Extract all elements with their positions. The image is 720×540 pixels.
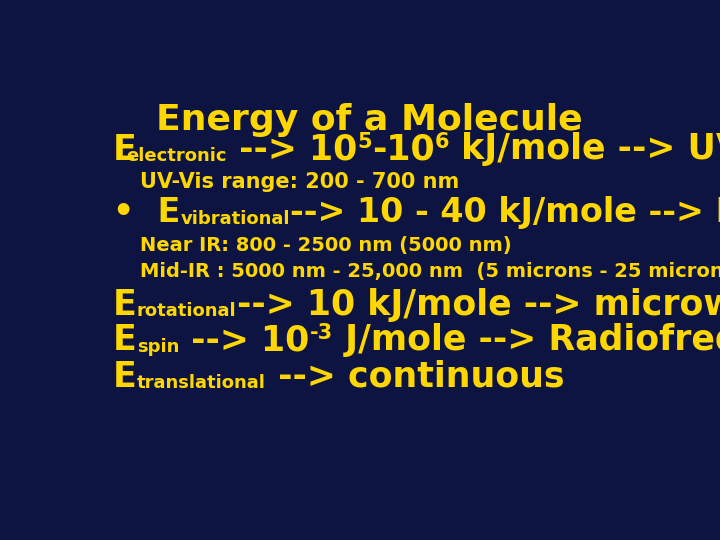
Text: -10: -10 <box>372 132 434 166</box>
Text: vibrational: vibrational <box>181 210 290 228</box>
Text: Near IR: 800 - 2500 nm (5000 nm): Near IR: 800 - 2500 nm (5000 nm) <box>140 237 512 255</box>
Text: E: E <box>113 132 137 166</box>
Text: E: E <box>113 288 137 322</box>
Text: kJ/mole --> UV-Vis: kJ/mole --> UV-Vis <box>449 132 720 166</box>
Text: spin: spin <box>137 338 179 356</box>
Text: --> 10: --> 10 <box>227 132 357 166</box>
Text: J/mole --> Radiofrequency: J/mole --> Radiofrequency <box>333 323 720 357</box>
Text: rotational: rotational <box>137 302 237 320</box>
Text: E: E <box>113 323 137 357</box>
Text: --> 10 kJ/mole --> microwaves: --> 10 kJ/mole --> microwaves <box>237 288 720 322</box>
Text: •  E: • E <box>113 196 181 229</box>
Text: 5: 5 <box>357 132 372 152</box>
Text: --> 10: --> 10 <box>179 323 310 357</box>
Text: --> 10 - 40 kJ/mole --> IR: --> 10 - 40 kJ/mole --> IR <box>290 196 720 229</box>
Text: electronic: electronic <box>127 147 227 165</box>
Text: --> continuous: --> continuous <box>266 360 564 394</box>
Text: -3: -3 <box>310 323 333 343</box>
Text: Mid-IR : 5000 nm - 25,000 nm  (5 microns - 25 microns): Mid-IR : 5000 nm - 25,000 nm (5 microns … <box>140 262 720 281</box>
Text: 6: 6 <box>434 132 449 152</box>
Text: translational: translational <box>137 374 266 392</box>
Text: Energy of a Molecule: Energy of a Molecule <box>156 103 582 137</box>
Text: UV-Vis range: 200 - 700 nm: UV-Vis range: 200 - 700 nm <box>140 172 459 192</box>
Text: E: E <box>113 360 137 394</box>
